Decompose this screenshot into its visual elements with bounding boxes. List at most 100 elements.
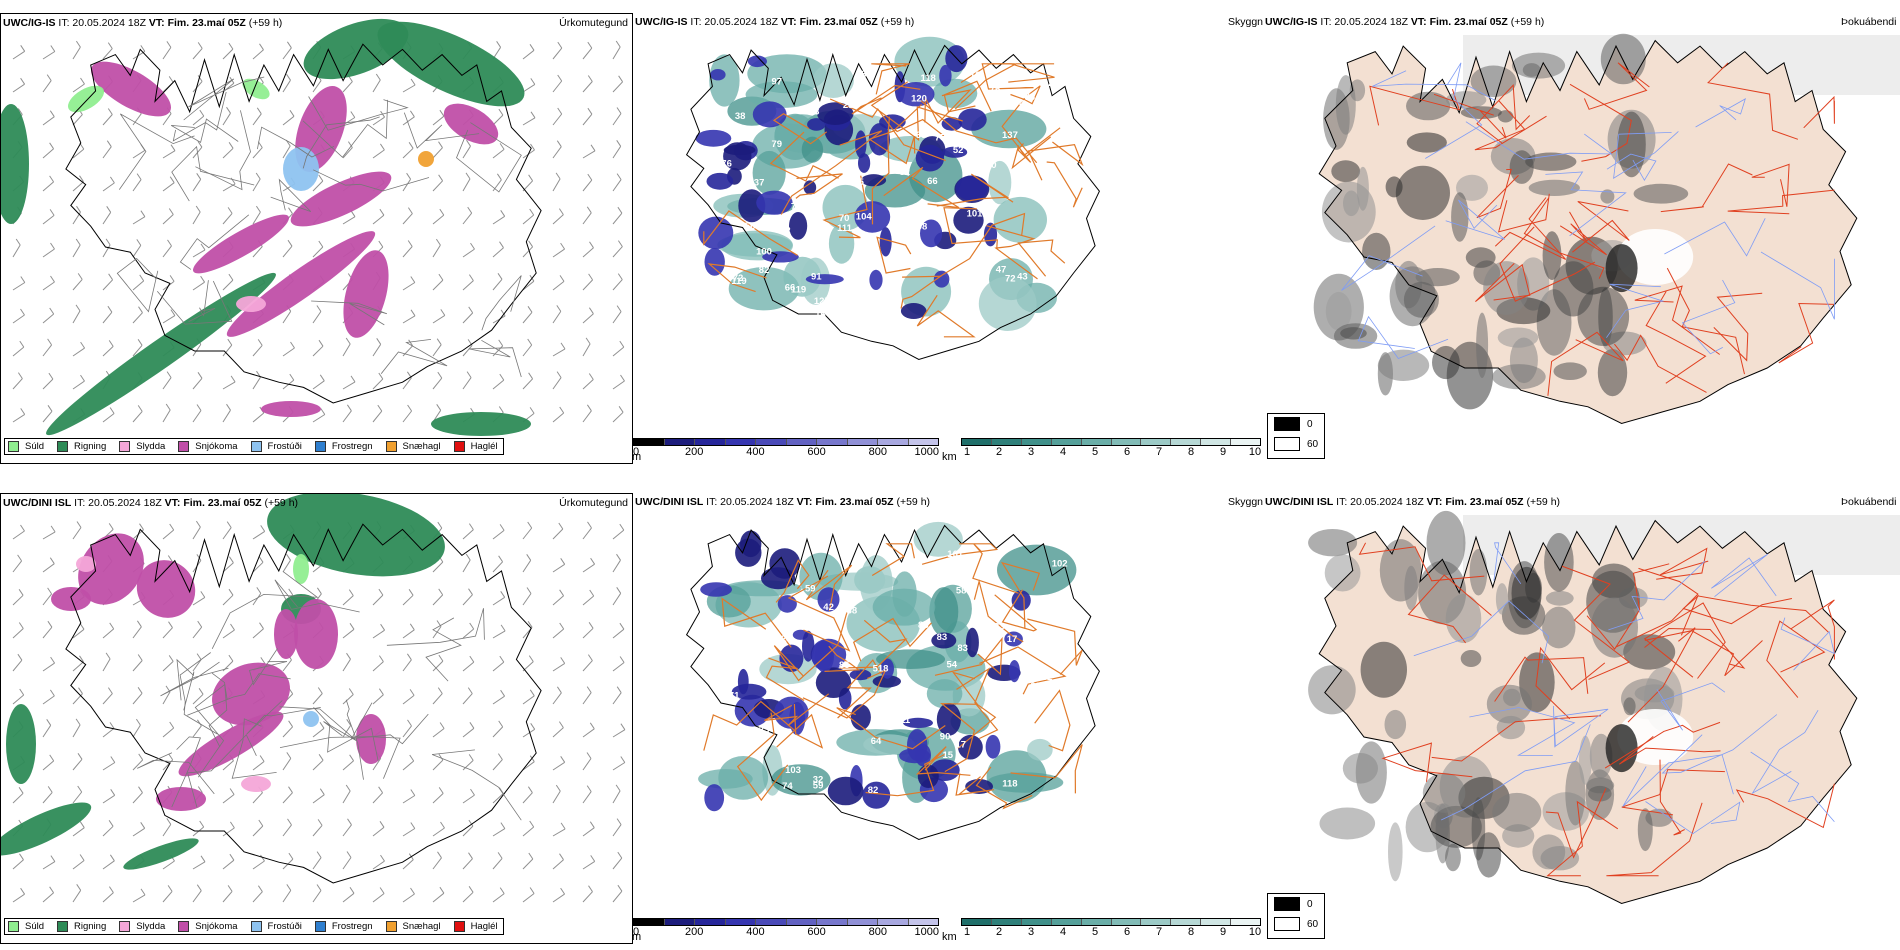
colorbar-cell [908, 439, 938, 445]
colorbar-cell [695, 439, 726, 445]
ceiling-value-label: 83 [957, 643, 968, 654]
legend-item: Haglél [453, 921, 498, 932]
iceland-coastline [685, 44, 1100, 361]
colorbar-cell [1171, 919, 1202, 925]
fog-map-bottom: UWC/DINI ISL IT: 20.05.2024 18Z VT: Fim.… [1263, 493, 1900, 944]
colorbar-tick: 600 [807, 446, 826, 458]
colorbar-cell [1051, 919, 1082, 925]
ceiling-value-label: 102 [1052, 558, 1068, 569]
colorbar-tick: 8 [1187, 446, 1195, 458]
fog-index-legend: 0 60 [1267, 413, 1325, 459]
fog-legend-row: 60 [1268, 914, 1324, 934]
river-network [1413, 542, 1835, 835]
ceiling-value-label: 118 [1002, 779, 1017, 790]
ceiling-value-label: 76 [990, 84, 1001, 95]
legend-swatch [314, 441, 326, 452]
precip-areas [1, 494, 445, 870]
ceiling-value-label: 75 [935, 132, 946, 143]
ceiling-value-label: 70 [986, 160, 997, 171]
legend-swatch [57, 921, 69, 932]
colorbar-cell [1081, 919, 1112, 925]
ceiling-value-label: 23 [1030, 681, 1041, 692]
colorbar-tick: 400 [746, 446, 765, 458]
ceiling-value-label: 98 [917, 221, 928, 232]
legend-item: Haglél [453, 441, 498, 452]
legend-label: Frostúði [267, 921, 302, 932]
colorbar-tick: 3 [1027, 446, 1035, 458]
ceiling-value-label: 65 [916, 130, 927, 141]
colorbar-cell [817, 439, 848, 445]
precip-type-map-bottom: UWC/DINI ISL IT: 20.05.2024 18Z VT: Fim.… [0, 493, 633, 944]
ceiling-value-label: 142 [785, 747, 801, 758]
colorbar-tick: 0 [633, 446, 640, 458]
ceiling-unit: m [633, 451, 642, 463]
ceiling-map-bottom: UWC/DINI ISL IT: 20.05.2024 18Z VT: Fim.… [633, 493, 1263, 944]
legend-item: Slydda [119, 441, 165, 452]
legend-item: Frostregn [314, 921, 373, 932]
legend-swatch [314, 921, 326, 932]
colorbar-cell [1171, 439, 1202, 445]
precip-areas [1, 18, 531, 436]
ceiling-value-label: 71 [729, 690, 740, 701]
legend-swatch [8, 921, 19, 932]
ceiling-value-label: 518 [873, 664, 889, 675]
ceiling-value-label: 263 [1048, 78, 1064, 89]
colorbar-tick: 9 [1219, 446, 1227, 458]
ceiling-value-label: 57 [760, 310, 771, 321]
colorbar-tick: 400 [746, 926, 765, 938]
ceiling-value-label: 47 [996, 264, 1007, 275]
ceiling-value-label: 11 [900, 715, 911, 726]
legend-label: Snjókoma [195, 441, 238, 452]
precip-type-legend: Súld Rigning Slydda Snjókoma Frostúði Frostre… [4, 918, 504, 935]
ceiling-value-label: 180 [1054, 115, 1070, 126]
ceiling-value-label: 59 [805, 583, 816, 594]
ceiling-value-labels: 23 83 92 85 88 84 15 142 83 74 21 81 59 17 102 33 32 25 13… [723, 549, 1068, 796]
fog-legend-swatch [1274, 417, 1300, 431]
legend-item: Snæhagl [385, 441, 441, 452]
map-variable-label: Skyggni [1228, 16, 1263, 28]
colorbar-cell [991, 919, 1022, 925]
colorbar-cell [1021, 439, 1052, 445]
legend-swatch [453, 441, 465, 452]
ceiling-value-labels: 120 118 180 287 127 38 97 85 75 93 15 82 119 91 76 70 52… [721, 69, 1069, 321]
colorbar-cell [1021, 919, 1052, 925]
ceiling-value-label: 88 [918, 620, 929, 631]
legend-item: Snjókoma [178, 441, 238, 452]
colorbar-cell [695, 919, 726, 925]
colorbar-cell [634, 439, 665, 445]
legend-label: Frostregn [331, 441, 373, 452]
colorbar-cell [786, 439, 817, 445]
ceiling-value-label: 76 [721, 158, 732, 169]
ceiling-value-label: 82 [868, 785, 879, 796]
ceiling-value-label: 119 [731, 276, 746, 287]
legend-label: Haglél [470, 441, 498, 452]
map-title: UWC/IG-IS IT: 20.05.2024 18Z VT: Fim. 23… [1265, 16, 1545, 28]
ceiling-value-label: 119 [791, 285, 806, 296]
colorbar-cell [1111, 439, 1142, 445]
legend-item: Súld [8, 441, 44, 452]
colorbar-cell [1201, 439, 1232, 445]
ceiling-value-label: 17 [956, 739, 967, 750]
legend-label: Rigning [74, 921, 107, 932]
legend-item: Frostúði [250, 441, 302, 452]
fog-legend-label: 0 [1307, 418, 1313, 430]
road-network [137, 571, 522, 821]
ceiling-value-label: 295 [723, 626, 740, 637]
colorbar-tick: 4 [1059, 446, 1067, 458]
colorbar-cell [664, 919, 695, 925]
precip-type-legend: Súld Rigning Slydda Snjókoma Frostúði Frostre… [4, 438, 504, 455]
ceiling-value-label: 81 [1043, 729, 1054, 740]
legend-label: Slydda [136, 441, 166, 452]
iceland-coastline [1318, 39, 1858, 425]
legend-item: Súld [8, 921, 44, 932]
precip-map-svg [1, 494, 626, 903]
ceiling-unit: m [633, 931, 642, 943]
colorbar-tick: 4 [1059, 926, 1067, 938]
map-variable-label: Úrkomutegund [559, 497, 628, 509]
colorbar-cell [1081, 439, 1112, 445]
ceiling-value-label: 580 [956, 586, 972, 597]
colorbar-tick: 10 [1248, 926, 1262, 938]
colorbar-tick: 7 [1155, 446, 1163, 458]
road-network [116, 76, 522, 378]
fog-legend-row: 0 [1268, 894, 1324, 914]
